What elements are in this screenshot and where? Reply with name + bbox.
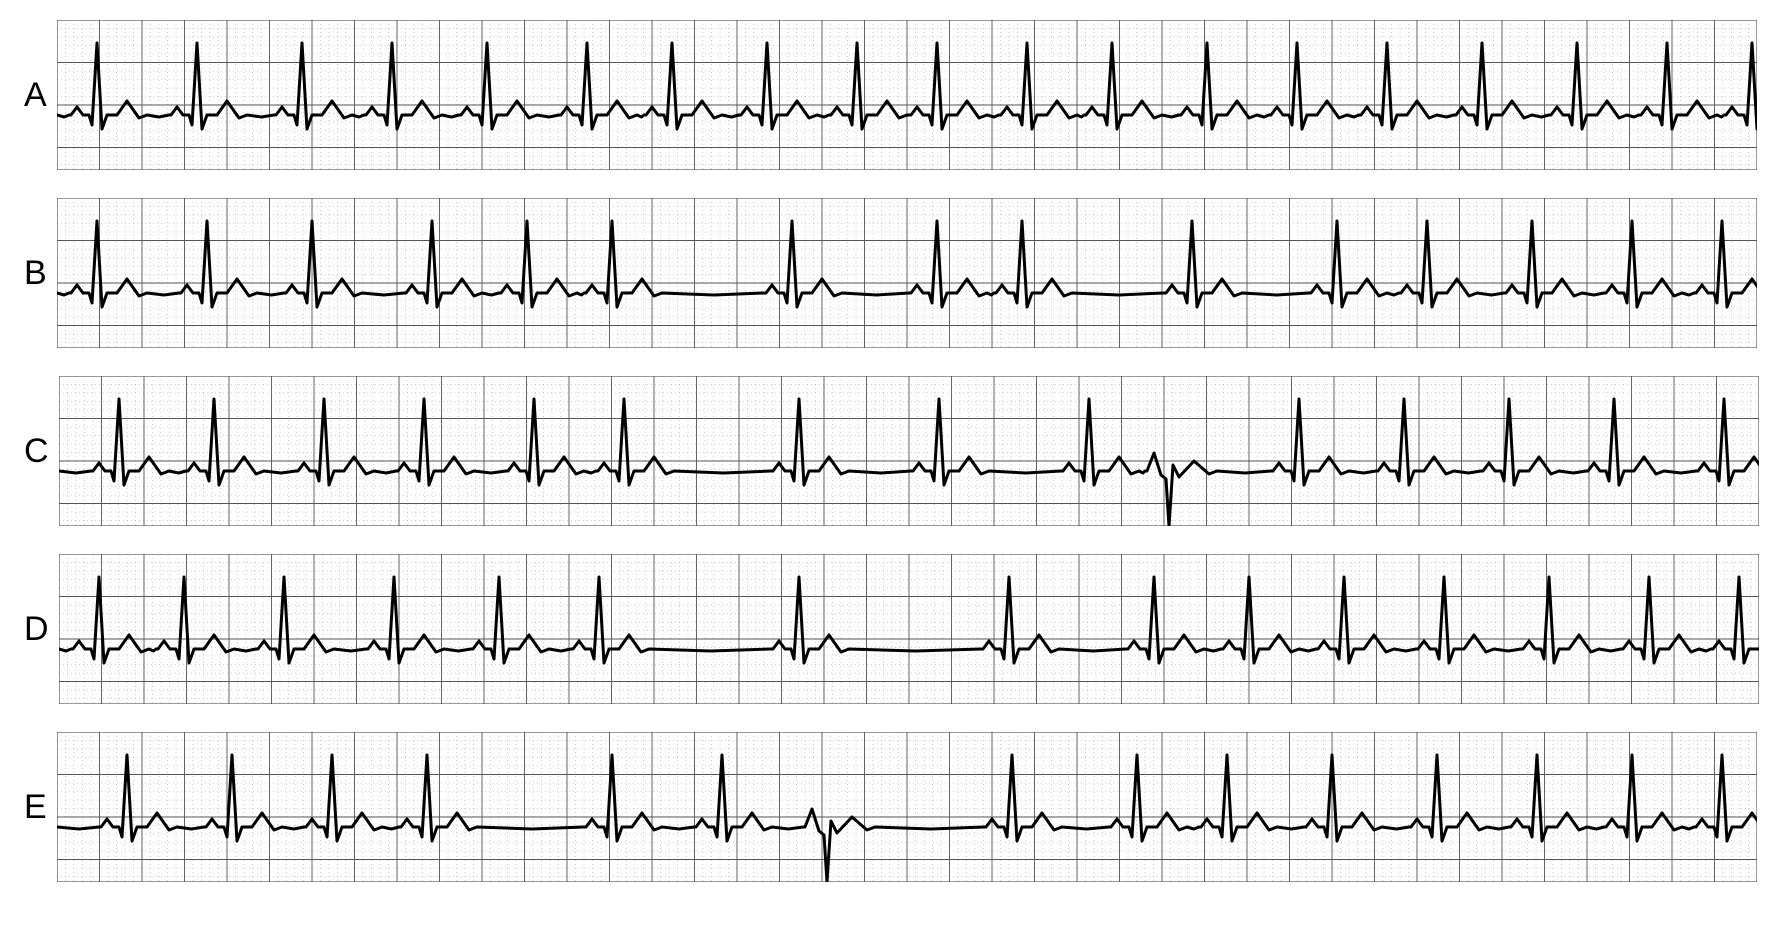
ecg-strip [57,20,1757,170]
ecg-row: B [24,198,1748,348]
ecg-row: A [24,20,1748,170]
panel-label: C [24,432,49,471]
ecg-strip [57,198,1757,348]
ecg-svg [57,732,1757,882]
panel-label: E [24,788,47,827]
ecg-strip [59,376,1759,526]
ecg-figure: A B C D E [0,0,1772,902]
panel-label: A [24,76,47,115]
ecg-row: D [24,554,1748,704]
panel-label: B [24,254,47,293]
ecg-svg [57,20,1757,170]
ecg-row: E [24,732,1748,882]
ecg-strip [59,554,1759,704]
ecg-svg [59,376,1759,526]
ecg-strip [57,732,1757,882]
panel-label: D [24,610,49,649]
ecg-svg [59,554,1759,704]
ecg-svg [57,198,1757,348]
ecg-row: C [24,376,1748,526]
